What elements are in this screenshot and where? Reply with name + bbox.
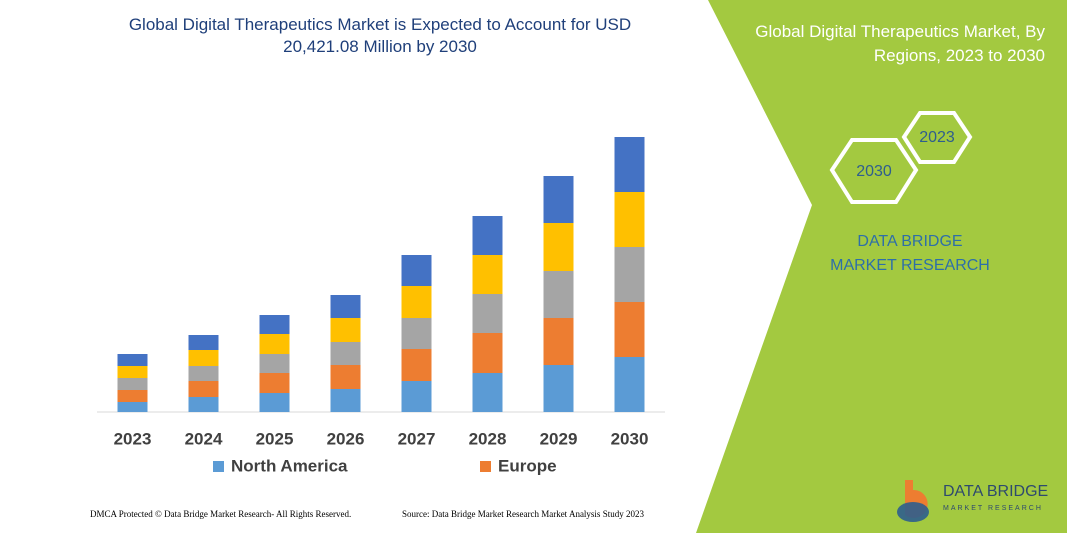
bar-segment — [401, 286, 432, 318]
bar-segment — [259, 354, 290, 373]
bar-segment — [330, 342, 361, 365]
bar-segment — [188, 397, 219, 412]
bar-segment — [259, 393, 290, 412]
x-tick-label: 2028 — [469, 429, 507, 448]
bar-segment — [401, 255, 432, 286]
bar-segment — [401, 318, 432, 349]
bar-segment — [188, 381, 219, 397]
side-background — [696, 0, 1067, 533]
hexagon — [901, 111, 973, 164]
x-tick-label: 2030 — [611, 429, 649, 448]
bar-segment — [543, 365, 574, 412]
bar-segment — [259, 373, 290, 393]
bar-segment — [259, 334, 290, 354]
logo-name: DATA BRIDGE — [943, 483, 1048, 500]
legend-swatch — [213, 461, 224, 472]
bar-segment — [472, 333, 503, 373]
bar-segment — [117, 390, 148, 402]
bar-segment — [188, 366, 219, 381]
x-tick-label: 2024 — [185, 429, 223, 448]
bar-segment — [472, 294, 503, 333]
bar-segment — [614, 357, 645, 412]
bar-segment — [188, 350, 219, 366]
bar-segment — [117, 402, 148, 412]
bar-segment — [472, 216, 503, 255]
bar-segment — [330, 389, 361, 412]
bar-segment — [117, 354, 148, 366]
bar-segment — [614, 137, 645, 192]
bar-segment — [401, 381, 432, 412]
bar-segment — [117, 378, 148, 390]
footer-right: Source: Data Bridge Market Research Mark… — [402, 509, 644, 519]
logo-tagline: MARKET RESEARCH — [943, 505, 1043, 512]
legend-label: North America — [231, 456, 348, 475]
side-brand: DATA BRIDGE MARKET RESEARCH — [830, 233, 990, 274]
legend-label: Europe — [498, 456, 557, 475]
bar-segment — [614, 192, 645, 247]
logo-icon — [897, 502, 929, 522]
bar-segment — [543, 223, 574, 271]
bar-segment — [543, 318, 574, 365]
bar-segment — [259, 315, 290, 334]
chart-title: Global Digital Therapeutics Market is Ex… — [128, 15, 632, 56]
bar-segment — [117, 366, 148, 378]
bar-segment — [614, 302, 645, 357]
x-tick-label: 2027 — [398, 429, 436, 448]
bar-segment — [401, 349, 432, 381]
hex-label: 2023 — [919, 129, 955, 146]
hex-label: 2030 — [856, 163, 892, 180]
bar-segment — [614, 247, 645, 302]
footer-left: DMCA Protected © Data Bridge Market Rese… — [90, 509, 352, 519]
x-tick-label: 2025 — [256, 429, 294, 448]
x-tick-label: 2023 — [114, 429, 152, 448]
x-tick-label: 2026 — [327, 429, 365, 448]
bar-segment — [472, 373, 503, 412]
bar-segment — [543, 271, 574, 318]
hexagon — [829, 138, 919, 204]
bar-segment — [543, 176, 574, 223]
x-tick-label: 2029 — [540, 429, 578, 448]
bar-segment — [188, 335, 219, 350]
bar-segment — [330, 318, 361, 342]
bar-segment — [330, 365, 361, 389]
bar-segment — [472, 255, 503, 294]
side-title: Global Digital Therapeutics Market, By R… — [755, 22, 1045, 65]
legend-swatch — [480, 461, 491, 472]
bar-segment — [330, 295, 361, 318]
